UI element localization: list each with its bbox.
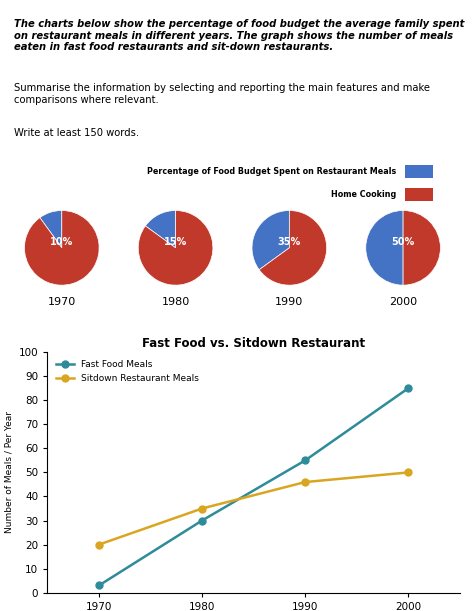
- Title: Fast Food vs. Sitdown Restaurant: Fast Food vs. Sitdown Restaurant: [142, 337, 365, 349]
- Text: 35%: 35%: [278, 237, 301, 247]
- X-axis label: 1980: 1980: [162, 297, 190, 307]
- Wedge shape: [138, 211, 213, 285]
- Bar: [405, 188, 433, 201]
- Text: Write at least 150 words.: Write at least 150 words.: [14, 128, 139, 138]
- X-axis label: 1990: 1990: [275, 297, 303, 307]
- Fast Food Meals: [199, 517, 205, 524]
- Wedge shape: [252, 211, 289, 270]
- Wedge shape: [40, 211, 62, 248]
- Text: 50%: 50%: [392, 237, 415, 247]
- Text: 15%: 15%: [164, 237, 187, 247]
- Wedge shape: [25, 211, 99, 285]
- Text: The charts below show the percentage of food budget the average family spent on : The charts below show the percentage of …: [14, 19, 465, 52]
- Text: 10%: 10%: [50, 237, 73, 247]
- Line: Fast Food Meals: Fast Food Meals: [95, 385, 412, 589]
- Sitdown Restaurant Meals: [96, 541, 102, 548]
- Fast Food Meals: [96, 582, 102, 589]
- Wedge shape: [366, 211, 403, 285]
- X-axis label: 1970: 1970: [48, 297, 76, 307]
- Sitdown Restaurant Meals: [302, 478, 308, 486]
- Fast Food Meals: [405, 384, 411, 392]
- Wedge shape: [403, 211, 440, 285]
- Legend: Fast Food Meals, Sitdown Restaurant Meals: Fast Food Meals, Sitdown Restaurant Meal…: [52, 357, 202, 387]
- Wedge shape: [146, 211, 175, 248]
- Sitdown Restaurant Meals: [199, 505, 205, 512]
- Text: Home Cooking: Home Cooking: [331, 190, 396, 199]
- Line: Sitdown Restaurant Meals: Sitdown Restaurant Meals: [95, 469, 412, 548]
- Sitdown Restaurant Meals: [405, 469, 411, 476]
- Bar: [405, 164, 433, 178]
- X-axis label: 2000: 2000: [389, 297, 417, 307]
- Wedge shape: [259, 211, 327, 285]
- Text: Summarise the information by selecting and reporting the main features and make : Summarise the information by selecting a…: [14, 83, 430, 104]
- Fast Food Meals: [302, 457, 308, 464]
- Y-axis label: Number of Meals / Per Year: Number of Meals / Per Year: [4, 411, 13, 533]
- Text: Percentage of Food Budget Spent on Restaurant Meals: Percentage of Food Budget Spent on Resta…: [147, 167, 396, 176]
